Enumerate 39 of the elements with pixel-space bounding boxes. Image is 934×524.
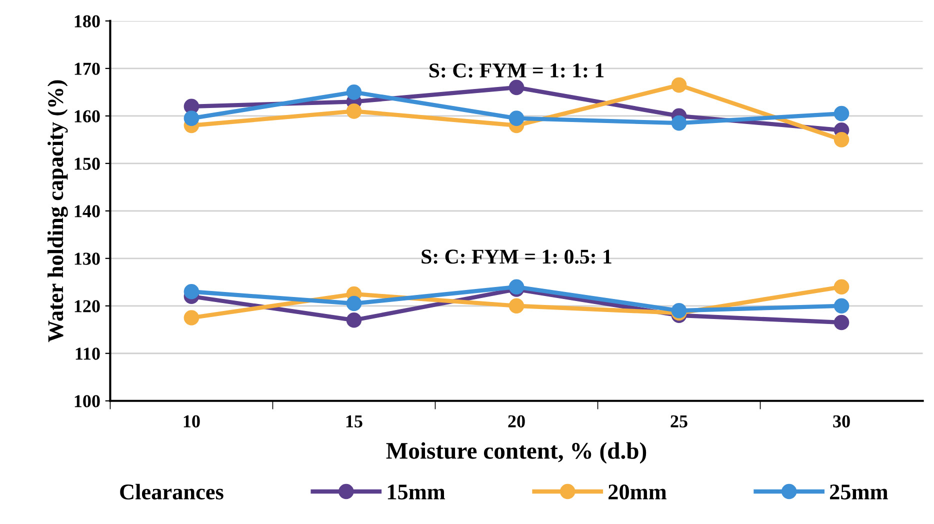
legend-label: 25mm — [830, 484, 888, 500]
point — [834, 298, 850, 314]
y-tick-label: 140 — [74, 205, 100, 218]
x-tick-label: 25 — [670, 415, 688, 428]
x-tick-label: 20 — [508, 415, 525, 428]
y-tick-label: 100 — [74, 395, 100, 408]
y-axis-title: Water holding capacity (%) — [48, 80, 68, 342]
point — [184, 110, 200, 126]
x-tick-label: 15 — [346, 415, 362, 428]
y-tick-label: 150 — [74, 158, 100, 170]
y-tick-label: 180 — [74, 15, 100, 28]
y-tick-label: 120 — [74, 300, 100, 312]
point — [346, 104, 362, 119]
y-tick-label: 130 — [74, 252, 100, 265]
point — [508, 110, 524, 126]
annotation: S: C: FYM = 1: 0.5: 1 — [422, 250, 612, 264]
point — [671, 77, 687, 93]
point — [834, 132, 850, 148]
x-axis-title: Moisture content, % (d.b) — [386, 442, 646, 464]
point — [671, 115, 687, 131]
point — [508, 298, 524, 314]
legend-title: Clearances — [120, 484, 224, 500]
x-tick-label: 30 — [833, 415, 850, 428]
point — [184, 284, 200, 300]
annotation: S: C: FYM = 1: 1: 1 — [430, 64, 604, 78]
point — [346, 312, 362, 328]
point — [834, 279, 850, 295]
point — [346, 296, 362, 312]
y-tick-label: 160 — [74, 110, 100, 122]
point — [346, 84, 362, 100]
point — [834, 314, 850, 330]
legend-label: 15mm — [388, 484, 446, 500]
legend-label: 20mm — [608, 484, 666, 500]
x-tick-label: 10 — [184, 415, 200, 428]
y-tick-label: 110 — [76, 348, 100, 360]
point — [508, 80, 524, 96]
point — [834, 106, 850, 122]
y-tick-label: 170 — [74, 62, 100, 75]
point — [184, 310, 200, 326]
